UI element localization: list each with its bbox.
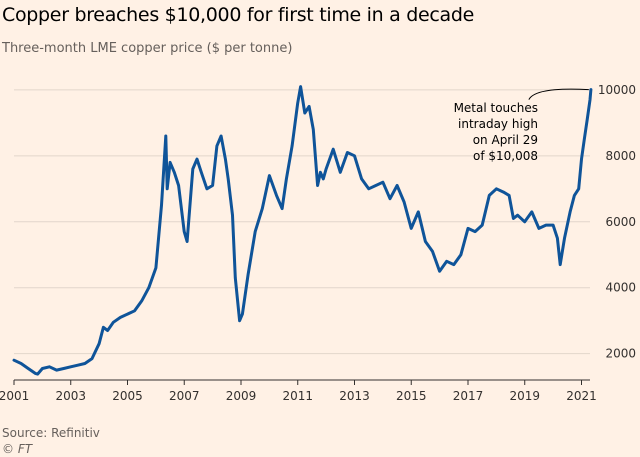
ft-credit: © FT: [2, 442, 33, 456]
x-tick-label: 2001: [0, 389, 29, 403]
x-axis: 2001 2003 2005 2007 2009 2011 2013 2015 2017 2019…: [0, 379, 597, 403]
x-tick-label: 2017: [453, 389, 484, 403]
x-tick-label: 2019: [509, 389, 540, 403]
chart-title: Copper breaches $10,000 for first time i…: [2, 4, 474, 26]
x-tick-label: 2015: [396, 389, 427, 403]
y-tick-label: 10000: [598, 83, 636, 97]
y-axis-labels: 2000 4000 6000 8000 10000: [598, 83, 636, 361]
x-tick-label: 2003: [55, 389, 86, 403]
annotation: Metal touches intraday high on April 29 of …: [454, 88, 589, 163]
annotation-text-line: of $10,008: [473, 149, 538, 163]
y-tick-label: 4000: [605, 281, 636, 295]
x-tick-label: 2021: [566, 389, 597, 403]
y-tick-label: 8000: [605, 149, 636, 163]
x-tick-label: 2011: [282, 389, 313, 403]
x-tick-label: 2007: [169, 389, 200, 403]
x-tick-label: 2005: [112, 389, 143, 403]
annotation-text-line: intraday high: [458, 117, 538, 131]
annotation-text-line: Metal touches: [454, 101, 538, 115]
x-tick-label: 2009: [226, 389, 257, 403]
annotation-text-line: on April 29: [473, 133, 538, 147]
source-note: Source: Refinitiv: [2, 426, 100, 440]
price-line: [12, 85, 593, 376]
y-tick-label: 6000: [605, 215, 636, 229]
chart-subtitle: Three-month LME copper price ($ per tonn…: [2, 41, 293, 56]
series-layer: [12, 85, 593, 376]
annotation-connector: [528, 88, 589, 100]
y-tick-label: 2000: [605, 347, 636, 361]
x-tick-label: 2013: [339, 389, 370, 403]
